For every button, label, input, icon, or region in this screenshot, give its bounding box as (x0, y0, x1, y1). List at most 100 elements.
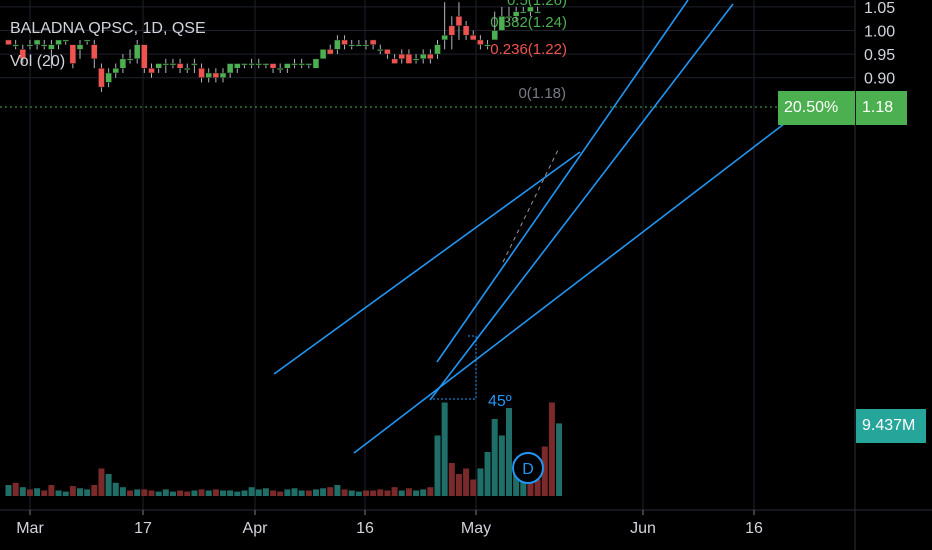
volume-bar (405, 488, 412, 496)
volume-bar (477, 468, 484, 496)
candle-body (98, 68, 105, 88)
candle-body (520, 11, 527, 14)
price-axis: 1.251.201.151.101.051.000.950.90 (864, 0, 895, 88)
dividend-marker (512, 452, 544, 484)
price-tick-label: 1.05 (864, 0, 895, 17)
volume-bar (26, 489, 33, 496)
price-tick-label: 0.90 (864, 71, 895, 88)
candle-body (83, 39, 91, 42)
candle-body (48, 44, 55, 50)
volume-bar (398, 490, 405, 496)
last-price-tag: 1.18 (856, 91, 907, 125)
volume-bar (348, 490, 355, 496)
volume-bar (198, 489, 205, 496)
candle-body (462, 25, 470, 36)
candle-body (405, 53, 413, 64)
volume-bar (119, 487, 126, 496)
candle-body (505, 16, 513, 19)
candle-body (312, 58, 320, 69)
volume-bar (177, 490, 184, 496)
channel-upper-line (273, 151, 581, 375)
time-tick-label: Mar (16, 520, 44, 537)
volume-bar (384, 490, 391, 496)
volume-bar (241, 490, 248, 496)
volume-bar (212, 489, 219, 496)
candle-body (434, 44, 441, 55)
time-tick-label: 17 (134, 520, 152, 537)
candle-body (484, 44, 491, 47)
volume-bar (413, 490, 420, 496)
volume-bar (334, 485, 341, 496)
candle-body (191, 63, 198, 66)
candle-body (26, 44, 34, 47)
volume-bar (248, 487, 255, 496)
price-tick-label: 0.95 (864, 47, 895, 64)
candle-body (148, 68, 155, 74)
candle-body (12, 44, 19, 47)
volume-bar (291, 488, 298, 496)
volume-bar (341, 489, 348, 496)
volume-bar (69, 486, 76, 496)
time-tick-label: May (461, 520, 491, 537)
time-tick-label: 16 (745, 520, 763, 537)
volume-bar (169, 491, 176, 496)
candle-body (105, 72, 112, 83)
candle-body (391, 58, 398, 64)
candle-body (33, 39, 41, 45)
volume-bar (420, 489, 427, 496)
time-tick-label: Jun (630, 520, 656, 537)
volume-indicator-title: Vol (20) (10, 53, 66, 70)
candle-body (355, 44, 363, 47)
candle-body (305, 63, 313, 66)
volume-bars (5, 402, 563, 496)
trend-line (429, 3, 734, 401)
candle-body (219, 72, 227, 78)
candle-body (448, 25, 456, 36)
fib-level-label: 0(1.18) (518, 85, 566, 102)
volume-bar (277, 491, 284, 496)
candle-body (284, 63, 291, 69)
volume-bar (220, 490, 226, 496)
candle-body (276, 68, 284, 71)
candle-body (226, 63, 234, 74)
candle-body (269, 63, 277, 69)
volume-bar (506, 408, 512, 496)
candle-body (491, 30, 498, 41)
volume-bar (34, 488, 41, 496)
volume-bar (270, 490, 277, 496)
candle-body (133, 44, 141, 60)
candle-body (69, 44, 77, 64)
volume-bar (427, 487, 434, 496)
candle-body (427, 53, 434, 60)
volume-bar (441, 402, 448, 496)
candle-body (412, 58, 420, 61)
candle-body (169, 63, 177, 66)
candle-body (41, 44, 48, 47)
angle-label: 45º (488, 393, 512, 410)
volume-bar (327, 487, 334, 496)
candle-body (184, 68, 191, 71)
volume-bar (41, 490, 48, 496)
time-axis: Mar 17 Apr 16 May Jun 16 (16, 510, 763, 537)
angle-guide (432, 335, 477, 400)
volume-bar (548, 402, 555, 496)
trendline-drawings[interactable]: 45ºD0.5(1.26)0.382(1.24)0.236(1.22)0(1.1… (0, 0, 855, 484)
volume-bar (19, 487, 26, 496)
candle-body (112, 68, 119, 74)
volume-bar (234, 491, 241, 496)
volume-bar (498, 435, 505, 496)
candle-body (198, 68, 205, 78)
candle-body (162, 63, 170, 66)
candle-body (176, 63, 184, 69)
volume-bar (62, 491, 69, 496)
volume-bar (391, 487, 398, 496)
candle-body (76, 44, 84, 50)
volume-bar (255, 489, 262, 496)
time-tick-label: Apr (243, 520, 269, 537)
candlesticks (5, 2, 541, 92)
fib-level-label: 0.236(1.22) (490, 41, 567, 58)
volume-bar (377, 489, 384, 496)
candle-body (334, 39, 341, 50)
candle-body (398, 53, 405, 60)
